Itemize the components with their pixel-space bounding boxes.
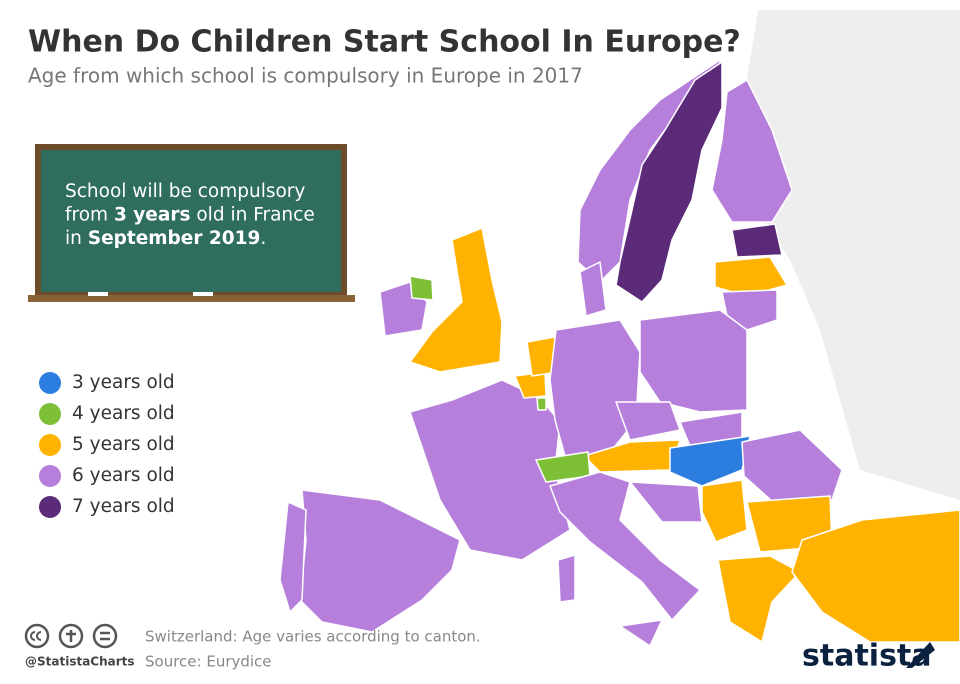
country bbox=[669, 435, 751, 487]
legend-swatch bbox=[39, 434, 61, 456]
legend-swatch bbox=[39, 496, 61, 518]
chalk bbox=[88, 292, 108, 296]
brand-mark bbox=[906, 642, 935, 668]
map bbox=[279, 59, 960, 647]
chalkboard bbox=[41, 150, 341, 292]
country bbox=[721, 289, 778, 331]
non-eu-land bbox=[740, 0, 960, 500]
board-shelf bbox=[28, 295, 355, 302]
board-bold-text: September 2019 bbox=[88, 228, 261, 249]
country bbox=[615, 61, 723, 303]
country bbox=[549, 471, 701, 621]
legend-label: 3 years old bbox=[72, 372, 175, 393]
country bbox=[557, 554, 576, 603]
brand: statista bbox=[802, 639, 932, 674]
country bbox=[711, 79, 793, 223]
chalk bbox=[193, 292, 213, 296]
source: Source: Eurydice bbox=[145, 653, 272, 671]
country bbox=[409, 275, 434, 301]
country bbox=[701, 479, 748, 543]
title: When Do Children Start School In Europe? bbox=[28, 25, 741, 60]
country bbox=[549, 319, 641, 461]
board-text-part: from bbox=[65, 205, 114, 226]
country bbox=[279, 501, 307, 613]
country bbox=[741, 429, 843, 511]
license-icons bbox=[24, 623, 118, 649]
country bbox=[615, 401, 681, 441]
note: Switzerland: Age varies according to can… bbox=[145, 628, 481, 646]
board-text-part: old in France bbox=[190, 205, 314, 226]
country bbox=[579, 261, 607, 317]
country bbox=[619, 619, 663, 647]
handle: @StatistaCharts bbox=[25, 655, 135, 669]
country bbox=[629, 481, 703, 523]
legend: 3 years old 4 years old 5 years old 6 years… bbox=[39, 372, 175, 518]
top-strip bbox=[0, 0, 960, 10]
board-bold-text: 3 years bbox=[114, 205, 191, 226]
board-text-part: . bbox=[260, 228, 266, 249]
country bbox=[409, 227, 503, 373]
country bbox=[639, 309, 748, 413]
country bbox=[791, 509, 960, 643]
legend-swatch bbox=[39, 372, 61, 394]
country bbox=[717, 555, 801, 643]
board-line: in September 2019. bbox=[65, 228, 266, 249]
subtitle: Age from which school is compulsory in E… bbox=[28, 64, 583, 88]
country bbox=[731, 223, 783, 258]
board-text-part: School will be compulsory bbox=[65, 181, 305, 202]
board-text: School will be compulsory from 3 years ol… bbox=[65, 181, 315, 249]
country bbox=[536, 397, 547, 411]
board-line: School will be compulsory bbox=[65, 181, 305, 202]
legend-swatch bbox=[39, 403, 61, 425]
board-text-part: in bbox=[65, 228, 88, 249]
country bbox=[409, 379, 571, 561]
country bbox=[299, 489, 461, 633]
legend-label: 4 years old bbox=[72, 403, 175, 424]
legend-label: 6 years old bbox=[72, 465, 175, 486]
legend-label: 7 years old bbox=[72, 496, 175, 517]
board-line: from 3 years old in France bbox=[65, 205, 315, 226]
legend-swatch bbox=[39, 465, 61, 487]
legend-label: 5 years old bbox=[72, 434, 175, 455]
